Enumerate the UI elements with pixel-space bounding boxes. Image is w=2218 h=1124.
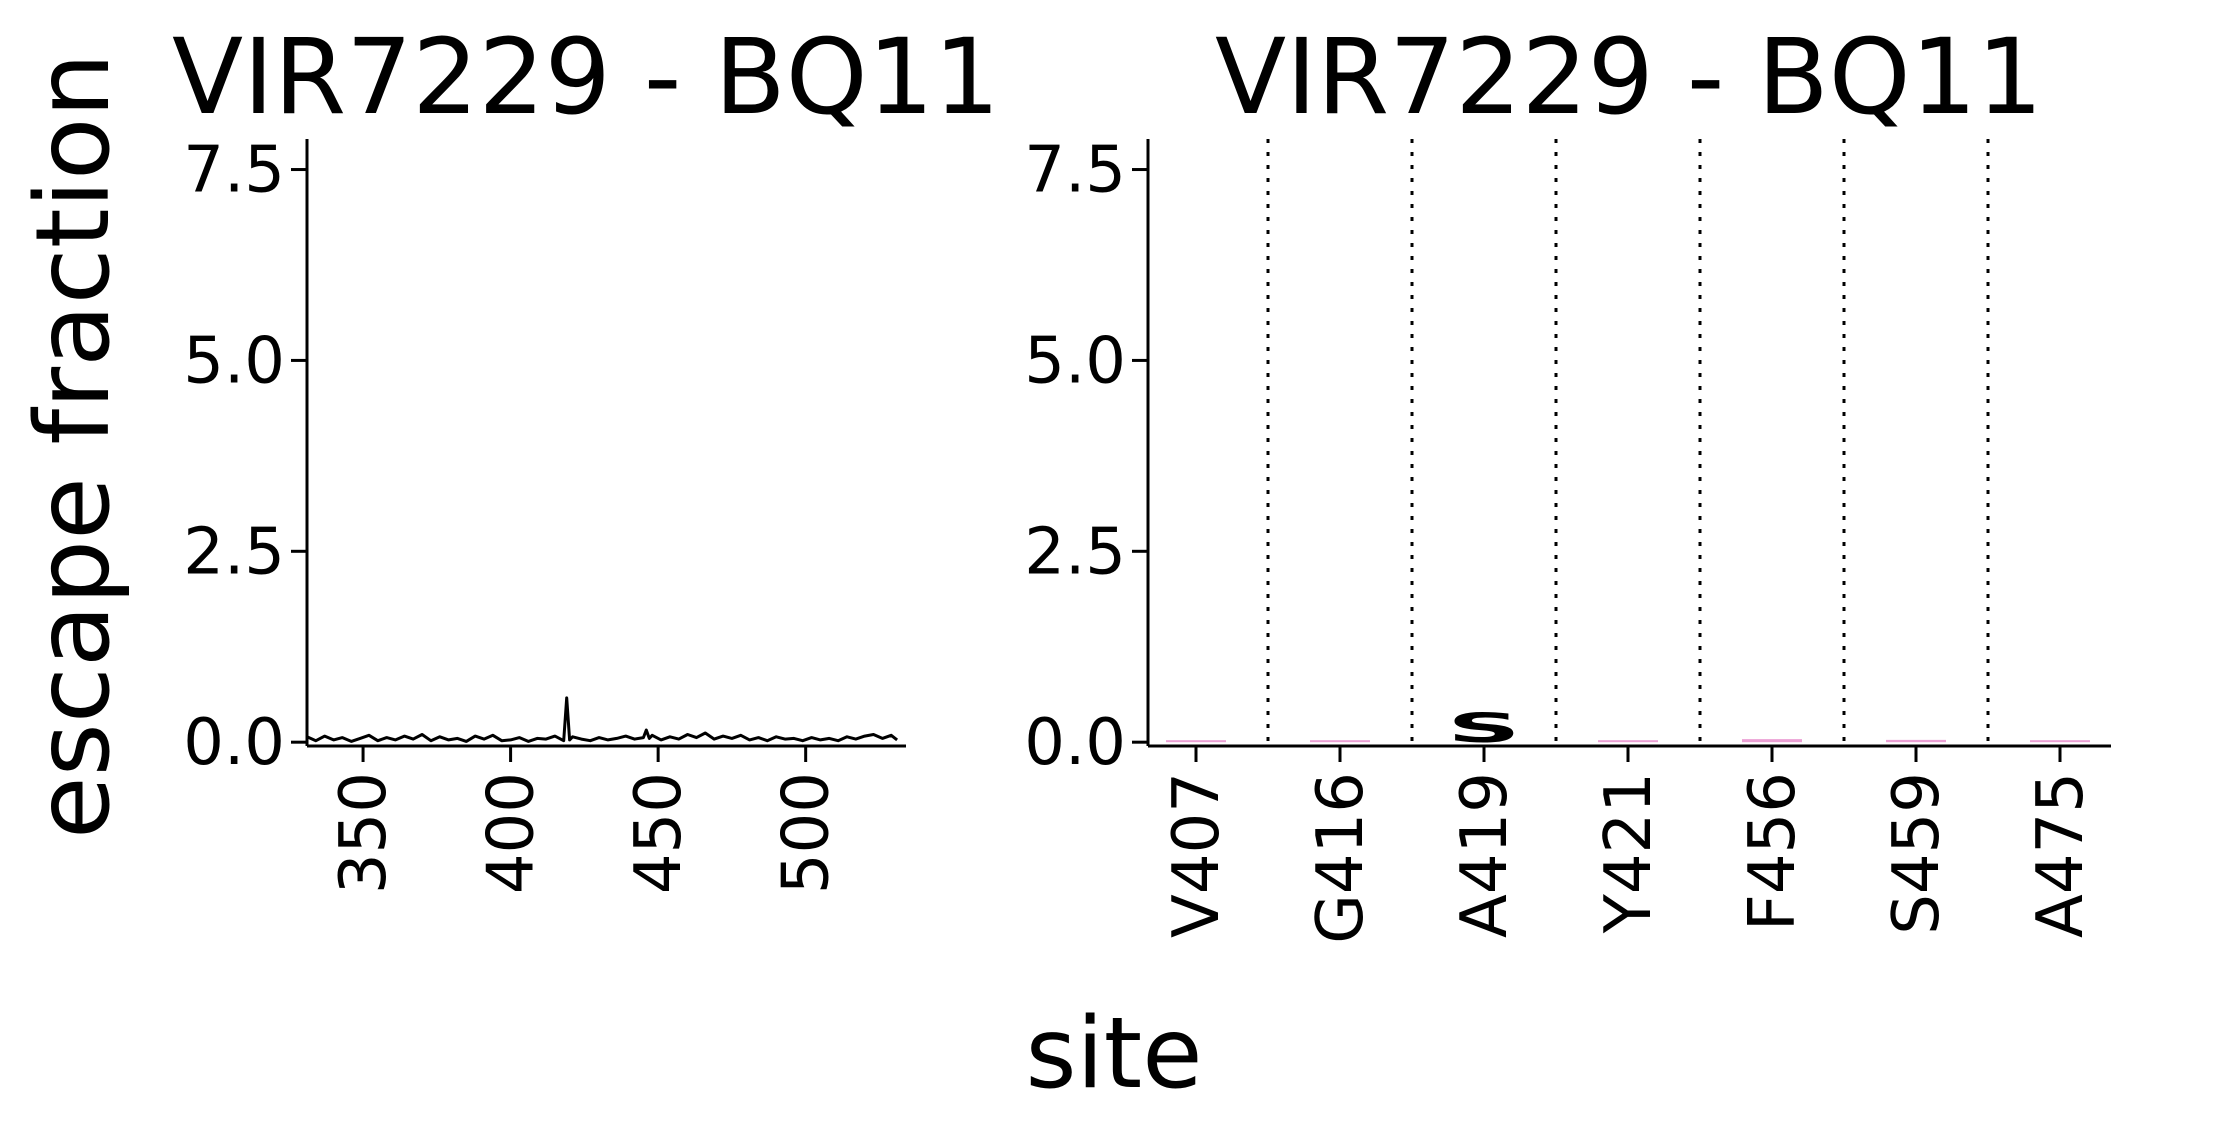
logo-letter-sliver xyxy=(1742,739,1802,743)
line-panel-ytick-label: 0.0 xyxy=(183,706,285,780)
site-logo-panel: VIR7229 - BQ11 0.0 2.5 5.0 7.5 V407 G416 A419… xyxy=(1024,16,2111,944)
figure-ylabel: escape fraction xyxy=(14,53,133,839)
logo-panel-ytick-label: 2.5 xyxy=(1024,515,1126,589)
logo-panel-ytick-label: 0.0 xyxy=(1024,706,1126,780)
logo-panel-xtick-label: Y421 xyxy=(1592,772,1666,934)
line-panel-yaxis: 0.0 2.5 5.0 7.5 xyxy=(183,134,307,780)
logo-panel-title: VIR7229 - BQ11 xyxy=(1215,16,2043,138)
line-panel-ytick-label: 2.5 xyxy=(183,515,285,589)
logo-panel-letters: S xyxy=(1166,706,2090,752)
line-panel-xtick-label: 350 xyxy=(327,772,401,894)
logo-panel-separators xyxy=(1266,139,1990,746)
logo-letter-sliver xyxy=(1166,740,1226,743)
line-panel-xtick-label: 500 xyxy=(770,772,844,894)
logo-letter-glyph: S xyxy=(1447,706,1521,752)
logo-panel-xtick-label: G416 xyxy=(1304,772,1378,944)
logo-letter-sliver xyxy=(1886,739,1946,743)
logo-panel-xtick-label: A475 xyxy=(2024,772,2098,938)
line-panel-xtick-label: 450 xyxy=(622,772,696,894)
figure-xlabel: site xyxy=(1025,997,1202,1111)
escape-line-series xyxy=(306,696,899,743)
logo-panel-xtick-label: A419 xyxy=(1448,772,1522,938)
line-panel-xtick-label: 400 xyxy=(475,772,549,894)
site-line-panel: VIR7229 - BQ11 0.0 2.5 5.0 7.5 350 400 450 500 xyxy=(172,16,1000,894)
logo-panel-xtick-label: V407 xyxy=(1160,772,1234,938)
logo-panel-xtick-label: S459 xyxy=(1880,772,1954,935)
logo-panel-ytick-label: 7.5 xyxy=(1024,134,1126,208)
line-panel-series xyxy=(306,696,899,743)
line-panel-ytick-label: 7.5 xyxy=(183,134,285,208)
line-panel-xaxis: 350 400 450 500 xyxy=(327,746,844,894)
logo-letter: S xyxy=(1447,706,1521,752)
logo-letter-sliver xyxy=(1310,740,1370,743)
logo-panel-xaxis: V407 G416 A419 Y421 F456 S459 A475 xyxy=(1160,746,2098,944)
line-panel-ytick-label: 5.0 xyxy=(183,324,285,398)
logo-panel-xtick-label: F456 xyxy=(1736,772,1810,931)
logo-panel-ytick-label: 5.0 xyxy=(1024,324,1126,398)
logo-letter-sliver xyxy=(2030,740,2090,743)
logo-letter-sliver xyxy=(1598,740,1658,743)
logo-panel-yaxis: 0.0 2.5 5.0 7.5 xyxy=(1024,134,1148,780)
line-panel-title: VIR7229 - BQ11 xyxy=(172,16,1000,138)
